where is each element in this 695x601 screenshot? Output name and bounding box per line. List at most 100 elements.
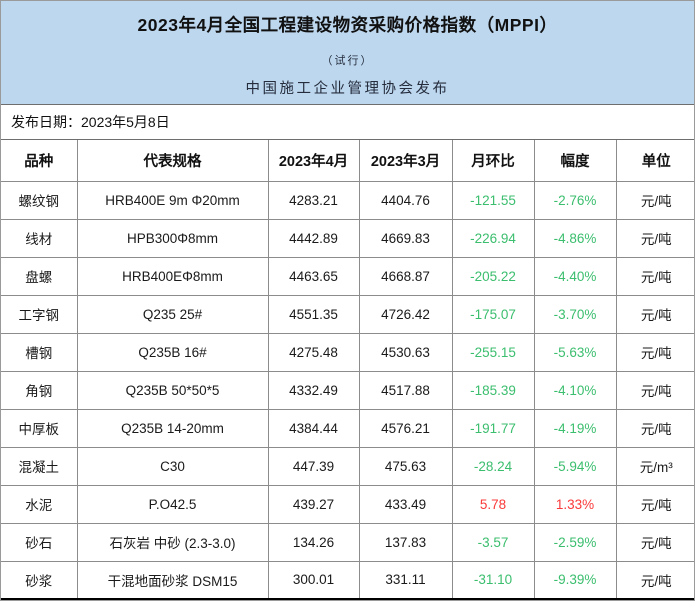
- item-name-cell: 螺纹钢: [1, 180, 78, 220]
- mom-pct-cell: -4.86%: [533, 218, 617, 258]
- item-spec-cell: P.O42.5: [76, 484, 269, 524]
- table-row: 水泥 P.O42.5 439.27 433.49 5.78 1.33% 元/吨: [1, 484, 694, 524]
- item-spec-cell: Q235B 16#: [76, 332, 269, 372]
- unit-cell: 元/吨: [615, 522, 694, 562]
- price-mar-cell: 475.63: [358, 446, 453, 486]
- unit-cell: 元/吨: [615, 408, 694, 448]
- item-spec-cell: 石灰岩 中砂 (2.3-3.0): [76, 522, 269, 562]
- mom-pct-cell: -5.63%: [533, 332, 617, 372]
- price-mar-cell: 137.83: [358, 522, 453, 562]
- item-name-cell: 槽钢: [1, 332, 78, 372]
- price-mar-cell: 4530.63: [358, 332, 453, 372]
- column-header-apr: 2023年4月: [267, 140, 360, 182]
- publish-date: 发布日期：2023年5月8日: [1, 104, 694, 140]
- item-spec-cell: 干混地面砂浆 DSM15: [76, 560, 269, 600]
- mom-change-cell: -3.57: [451, 522, 535, 562]
- price-apr-cell: 4275.48: [267, 332, 360, 372]
- item-spec-cell: HRB400E 9m Φ20mm: [76, 180, 269, 220]
- price-mar-cell: 433.49: [358, 484, 453, 524]
- mom-change-cell: -255.15: [451, 332, 535, 372]
- price-apr-cell: 4384.44: [267, 408, 360, 448]
- price-apr-cell: 4332.49: [267, 370, 360, 410]
- item-spec-cell: HRB400EΦ8mm: [76, 256, 269, 296]
- mom-pct-cell: -2.76%: [533, 180, 617, 220]
- price-apr-cell: 4463.65: [267, 256, 360, 296]
- mom-change-cell: -185.39: [451, 370, 535, 410]
- mom-pct-cell: -2.59%: [533, 522, 617, 562]
- price-apr-cell: 300.01: [267, 560, 360, 600]
- column-header-pct: 幅度: [533, 140, 617, 182]
- unit-cell: 元/吨: [615, 370, 694, 410]
- price-apr-cell: 447.39: [267, 446, 360, 486]
- table-row: 工字钢 Q235 25# 4551.35 4726.42 -175.07 -3.70% 元/…: [1, 294, 694, 334]
- trial-subtitle: （试行）: [321, 54, 374, 67]
- price-mar-cell: 331.11: [358, 560, 453, 600]
- price-mar-cell: 4668.87: [358, 256, 453, 296]
- column-header-mar: 2023年3月: [358, 140, 453, 182]
- table-row: 盘螺 HRB400EΦ8mm 4463.65 4668.87 -205.22 -4.40%…: [1, 256, 694, 296]
- item-name-cell: 中厚板: [1, 408, 78, 448]
- price-table-body: 螺纹钢 HRB400E 9m Φ20mm 4283.21 4404.76 -121.55…: [1, 180, 694, 600]
- mom-change-cell: -226.94: [451, 218, 535, 258]
- page-title: 2023年4月全国工程建设物资采购价格指数（MPPI）: [137, 15, 558, 35]
- mom-pct-cell: -3.70%: [533, 294, 617, 334]
- mom-change-cell: -121.55: [451, 180, 535, 220]
- item-name-cell: 角钢: [1, 370, 78, 410]
- publisher-line: 中国施工企业管理协会发布: [245, 81, 450, 97]
- mom-change-cell: -205.22: [451, 256, 535, 296]
- column-header-item: 品种: [1, 140, 78, 182]
- table-row: 螺纹钢 HRB400E 9m Φ20mm 4283.21 4404.76 -121.55…: [1, 180, 694, 220]
- item-spec-cell: HPB300Φ8mm: [76, 218, 269, 258]
- table-row: 线材 HPB300Φ8mm 4442.89 4669.83 -226.94 -4.86% 元…: [1, 218, 694, 258]
- mom-pct-cell: -4.19%: [533, 408, 617, 448]
- mom-change-cell: -191.77: [451, 408, 535, 448]
- table-row: 砂石 石灰岩 中砂 (2.3-3.0) 134.26 137.83 -3.57 -2.59…: [1, 522, 694, 562]
- item-name-cell: 线材: [1, 218, 78, 258]
- price-mar-cell: 4726.42: [358, 294, 453, 334]
- price-apr-cell: 134.26: [267, 522, 360, 562]
- price-mar-cell: 4576.21: [358, 408, 453, 448]
- banner: 2023年4月全国工程建设物资采购价格指数（MPPI） （试行） 中国施工企业管…: [1, 1, 694, 104]
- table-row: 槽钢 Q235B 16# 4275.48 4530.63 -255.15 -5.63% 元/…: [1, 332, 694, 372]
- price-mar-cell: 4404.76: [358, 180, 453, 220]
- mom-change-cell: -175.07: [451, 294, 535, 334]
- price-apr-cell: 4442.89: [267, 218, 360, 258]
- mom-change-cell: -31.10: [451, 560, 535, 600]
- item-name-cell: 工字钢: [1, 294, 78, 334]
- price-apr-cell: 439.27: [267, 484, 360, 524]
- unit-cell: 元/吨: [615, 484, 694, 524]
- item-name-cell: 砂浆: [1, 560, 78, 600]
- table-row: 角钢 Q235B 50*50*5 4332.49 4517.88 -185.39 -4.1…: [1, 370, 694, 410]
- unit-cell: 元/吨: [615, 256, 694, 296]
- mom-change-cell: -28.24: [451, 446, 535, 486]
- unit-cell: 元/吨: [615, 218, 694, 258]
- unit-cell: 元/吨: [615, 294, 694, 334]
- item-name-cell: 盘螺: [1, 256, 78, 296]
- unit-cell: 元/吨: [615, 560, 694, 600]
- item-spec-cell: C30: [76, 446, 269, 486]
- table-row: 中厚板 Q235B 14-20mm 4384.44 4576.21 -191.77 -4.…: [1, 408, 694, 448]
- table-header-row: 品种 代表规格 2023年4月 2023年3月 月环比 幅度 单位: [1, 140, 694, 182]
- price-apr-cell: 4551.35: [267, 294, 360, 334]
- price-mar-cell: 4669.83: [358, 218, 453, 258]
- price-apr-cell: 4283.21: [267, 180, 360, 220]
- unit-cell: 元/吨: [615, 332, 694, 372]
- table-row: 混凝土 C30 447.39 475.63 -28.24 -5.94% 元/m³: [1, 446, 694, 486]
- unit-cell: 元/吨: [615, 180, 694, 220]
- item-name-cell: 混凝土: [1, 446, 78, 486]
- column-header-change: 月环比: [451, 140, 535, 182]
- price-mar-cell: 4517.88: [358, 370, 453, 410]
- item-spec-cell: Q235B 14-20mm: [76, 408, 269, 448]
- mom-pct-cell: -9.39%: [533, 560, 617, 600]
- item-name-cell: 砂石: [1, 522, 78, 562]
- price-index-table: 品种 代表规格 2023年4月 2023年3月 月环比 幅度 单位 螺纹钢 HRB…: [1, 140, 694, 600]
- mom-pct-cell: -4.40%: [533, 256, 617, 296]
- table-row: 砂浆 干混地面砂浆 DSM15 300.01 331.11 -31.10 -9.39% 元/…: [1, 560, 694, 600]
- mom-pct-cell: 1.33%: [533, 484, 617, 524]
- item-spec-cell: Q235 25#: [76, 294, 269, 334]
- mom-pct-cell: -4.10%: [533, 370, 617, 410]
- mom-change-cell: 5.78: [451, 484, 535, 524]
- column-header-spec: 代表规格: [76, 140, 269, 182]
- mom-pct-cell: -5.94%: [533, 446, 617, 486]
